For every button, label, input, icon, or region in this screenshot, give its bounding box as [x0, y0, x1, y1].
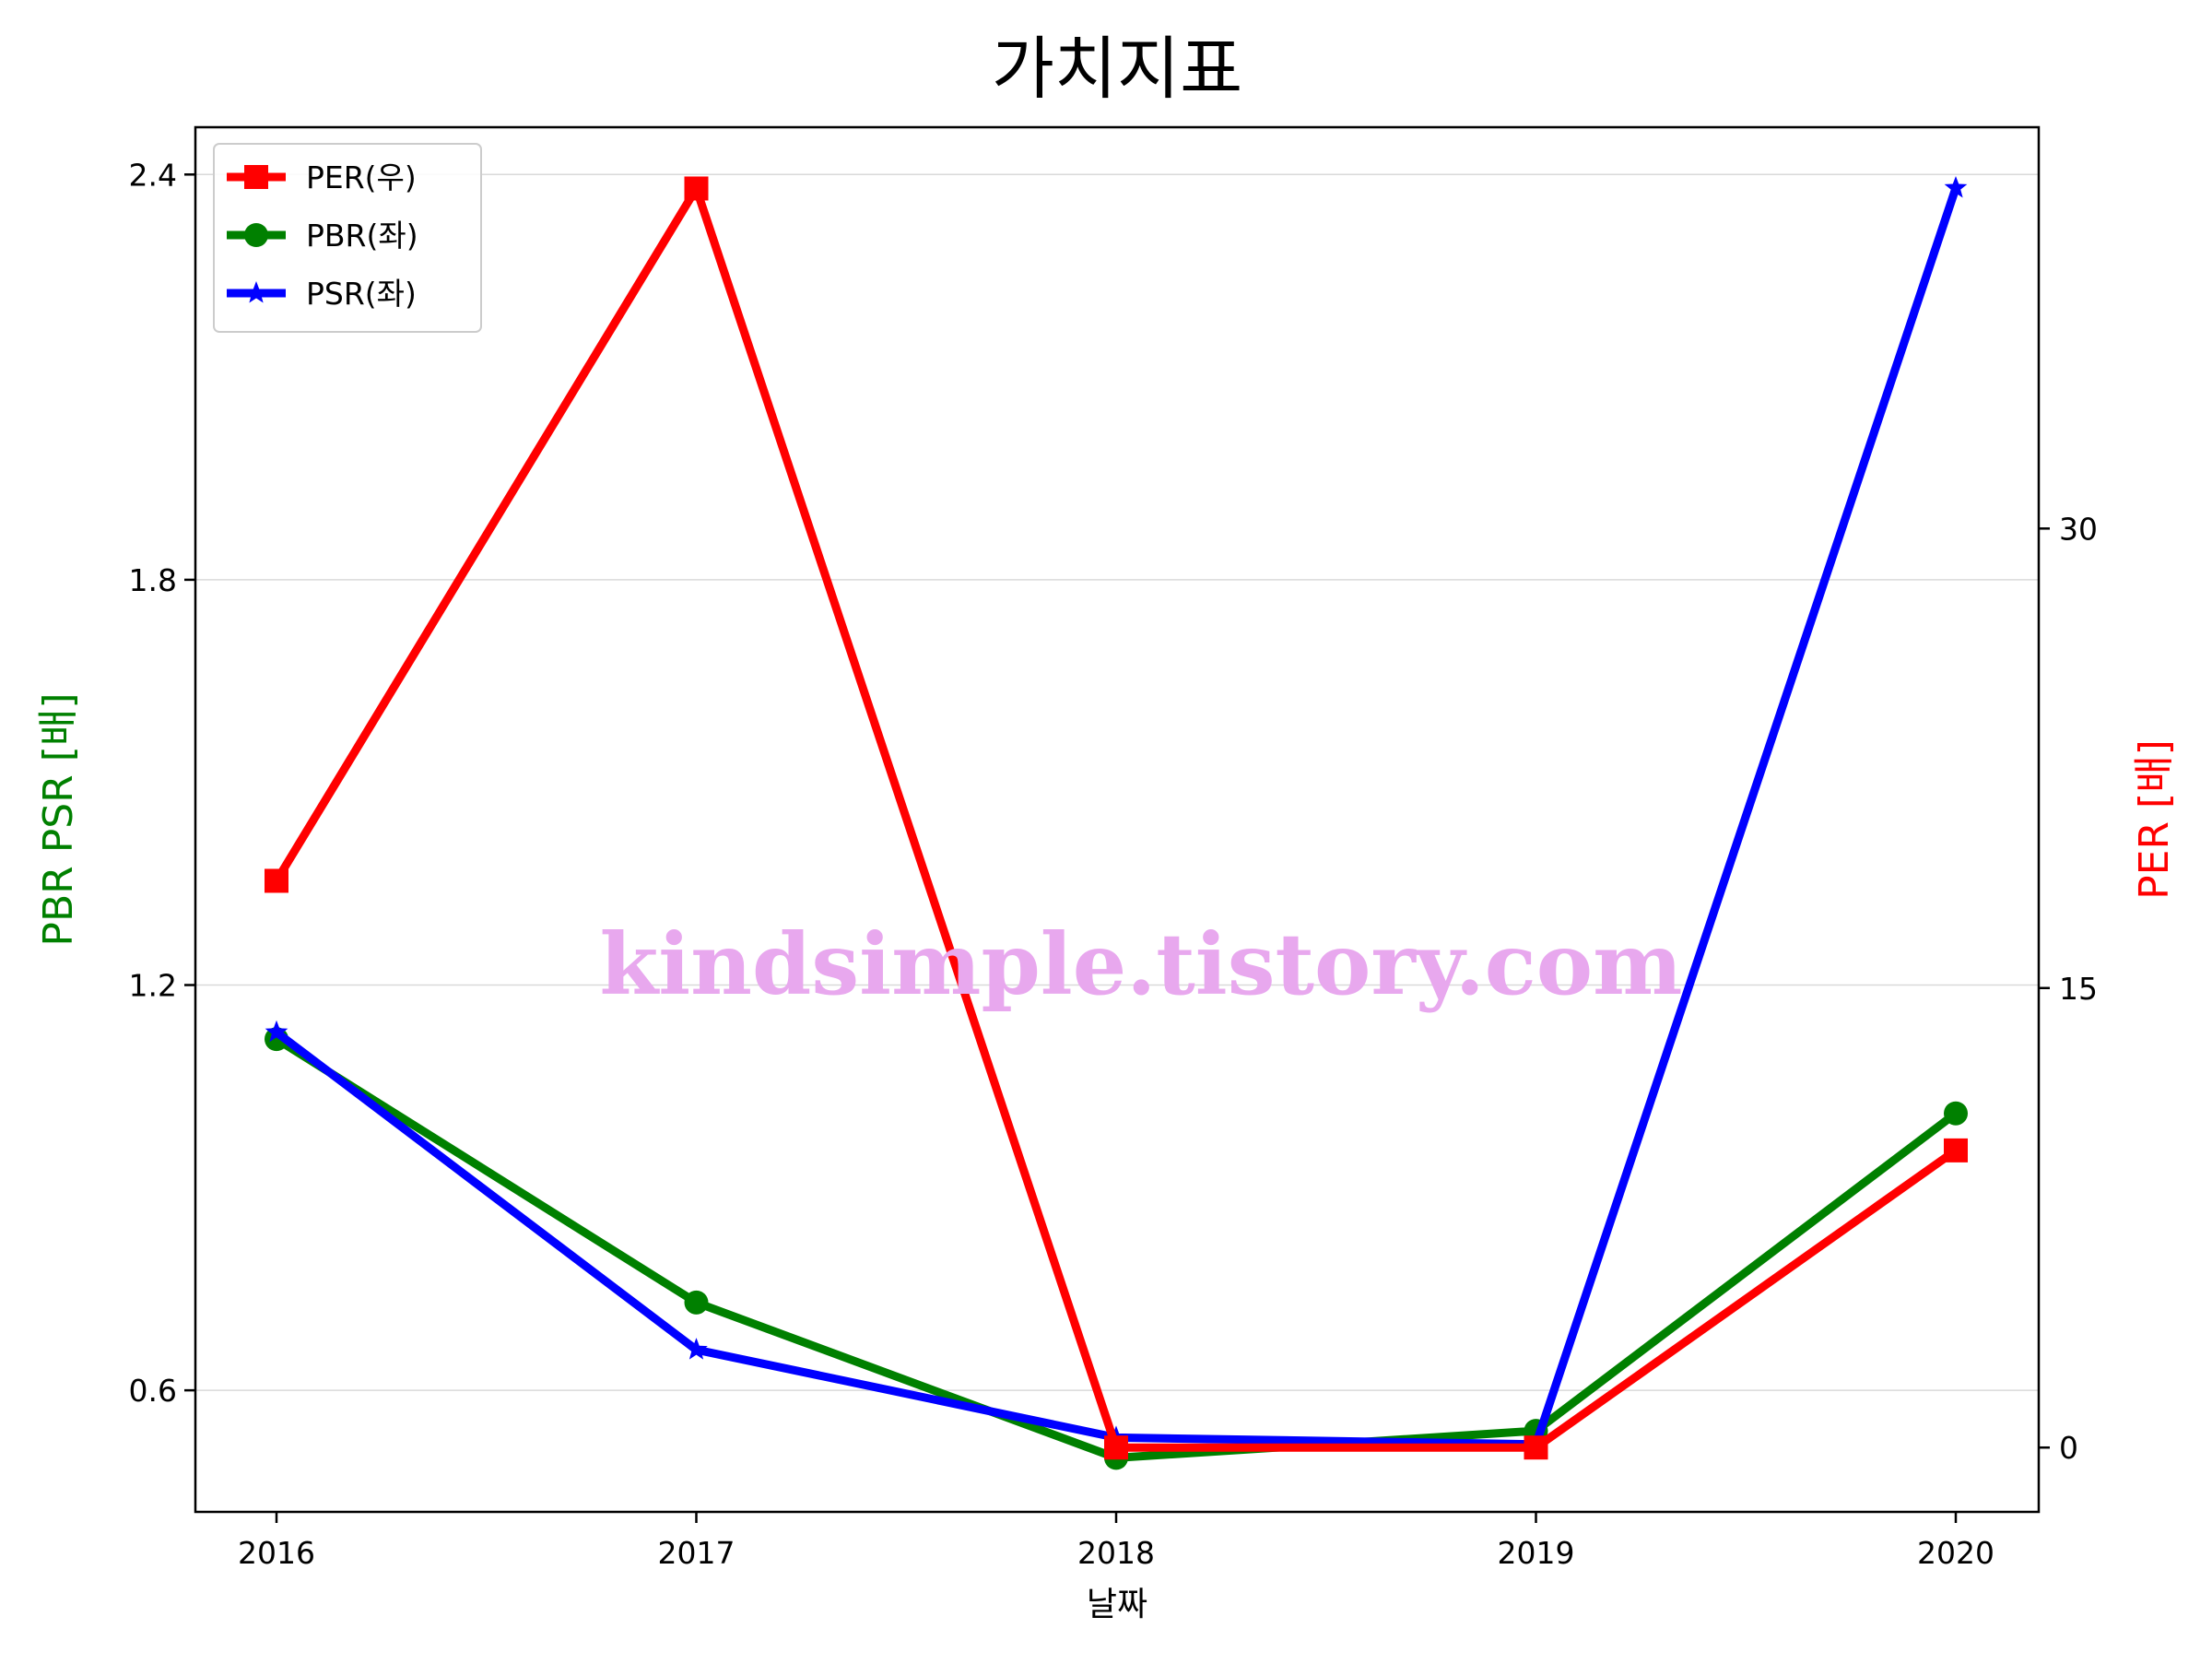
legend-item: PER(우) — [227, 159, 417, 195]
data-point — [684, 1290, 709, 1315]
x-tick-label: 2019 — [1498, 1535, 1575, 1571]
legend-item: PBR(좌) — [227, 218, 418, 254]
data-point — [265, 868, 288, 893]
left-y-axis-label: PBR PSR [배] — [35, 692, 82, 946]
data-point — [1524, 1435, 1548, 1460]
legend: PER(우) PBR(좌) PSR(좌) — [213, 143, 482, 333]
chart-title: 가치지표 — [992, 30, 1242, 109]
left-y-tick-label: 2.4 — [129, 157, 177, 193]
data-point — [265, 1020, 288, 1043]
data-point — [1944, 1138, 1968, 1162]
legend-label: PSR(좌) — [306, 276, 417, 312]
data-point — [684, 176, 709, 201]
watermark-text: kindsimple.tistory.com — [599, 915, 1682, 1014]
x-tick-label: 2018 — [1077, 1535, 1155, 1571]
x-axis-label: 날짜 — [1087, 1586, 1147, 1623]
legend-label: PBR(좌) — [306, 218, 418, 254]
legend-marker — [244, 223, 268, 247]
left-y-tick-label: 0.6 — [129, 1373, 177, 1409]
data-point — [1944, 175, 1968, 198]
data-point — [685, 1338, 708, 1360]
series-PER(우) — [265, 176, 1968, 1460]
axes: 0.6 1.2 1.8 2.4 0 15 30 2016 2017 2018 2019 2020 — [129, 157, 2098, 1571]
right-y-tick-label: 30 — [2059, 511, 2098, 547]
data-point — [1104, 1435, 1128, 1460]
grid-lines — [195, 173, 2039, 1391]
watermark-layer: kindsimple.tistory.com — [599, 915, 1682, 1014]
legend-label: PER(우) — [306, 159, 417, 195]
data-point — [1944, 1101, 1968, 1126]
legend-item: PSR(좌) — [227, 276, 417, 312]
right-y-tick-label: 0 — [2059, 1430, 2078, 1466]
right-y-tick-label: 15 — [2059, 971, 2098, 1007]
x-tick-label: 2017 — [658, 1535, 735, 1571]
legend-marker — [244, 281, 268, 303]
legend-box — [213, 143, 482, 333]
series-lines — [265, 175, 1968, 1470]
legend-marker — [244, 165, 268, 189]
left-y-tick-label: 1.8 — [129, 562, 177, 598]
right-y-axis-label: PER [배] — [2131, 739, 2178, 900]
x-tick-label: 2016 — [238, 1535, 315, 1571]
x-tick-label: 2020 — [1917, 1535, 1994, 1571]
left-y-tick-label: 1.2 — [129, 968, 177, 1004]
